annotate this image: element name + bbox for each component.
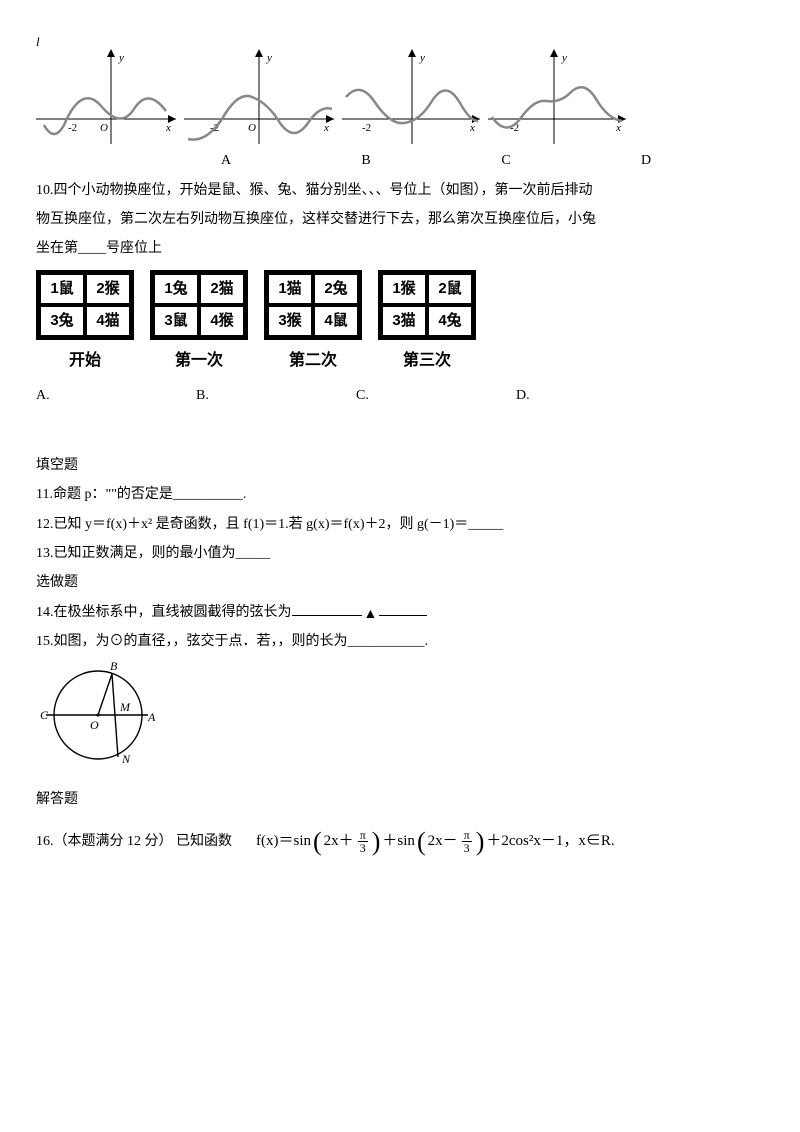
svg-text:x: x bbox=[323, 122, 329, 134]
blank bbox=[292, 602, 362, 616]
cell: 2兔 bbox=[313, 273, 359, 305]
label-a: A bbox=[147, 710, 156, 724]
graph-label-b: B bbox=[296, 146, 436, 175]
circle-diagram: B C O M A N bbox=[36, 657, 186, 767]
blank bbox=[379, 602, 427, 616]
svg-text:y: y bbox=[561, 52, 567, 64]
q10-line3: 坐在第____号座位上 bbox=[36, 234, 764, 263]
svg-text:O: O bbox=[100, 122, 108, 134]
svg-text:O: O bbox=[248, 122, 256, 134]
label-o: O bbox=[90, 718, 99, 732]
q16-formula: f(x)＝sin ( 2x＋ π3 ) ＋sin ( 2x－ π3 ) ＋2co… bbox=[256, 814, 615, 869]
grid-caption: 第二次 bbox=[264, 344, 362, 378]
q14: 14.在极坐标系中，直线被圆截得的弦长为 ▲ bbox=[36, 598, 764, 627]
num: π bbox=[358, 829, 368, 842]
label-n: N bbox=[121, 752, 131, 766]
cell: 3鼠 bbox=[153, 305, 199, 337]
graph-letters: A B C D bbox=[156, 146, 764, 175]
cell: 1兔 bbox=[153, 273, 199, 305]
lparen-icon: ( bbox=[417, 815, 426, 870]
svg-text:-2: -2 bbox=[68, 122, 77, 134]
num: π bbox=[462, 829, 472, 842]
cell: 2鼠 bbox=[427, 273, 473, 305]
svg-text:x: x bbox=[469, 122, 475, 134]
lparen-icon: ( bbox=[313, 815, 322, 870]
opt-a: A. bbox=[36, 381, 196, 410]
q13: 13.已知正数满足，则的最小值为_____ bbox=[36, 539, 764, 568]
cell: 4猴 bbox=[199, 305, 245, 337]
opt-c: C. bbox=[356, 381, 516, 410]
cell: 4兔 bbox=[427, 305, 473, 337]
seat-grids: 1鼠 2猴 3兔 4猫 开始 1兔 2猫 3鼠 4猴 第一次 1猫 2兔 3猴 … bbox=[36, 270, 764, 378]
cell: 3猫 bbox=[381, 305, 427, 337]
q10-line2: 物互换座位，第二次左右列动物互换座位，这样交替进行下去，那么第次互换座位后，小兔 bbox=[36, 205, 764, 234]
select-title: 选做题 bbox=[36, 568, 764, 597]
q12: 12.已知 y＝f(x)＋x² 是奇函数，且 f(1)＝1.若 g(x)＝f(x… bbox=[36, 510, 764, 539]
graph-label-c: C bbox=[436, 146, 576, 175]
svg-text:y: y bbox=[266, 52, 272, 64]
graph-c: y x -2 bbox=[342, 49, 480, 144]
cell: 2猴 bbox=[85, 273, 131, 305]
cell: 4猫 bbox=[85, 305, 131, 337]
q14-text: 14.在极坐标系中，直线被圆截得的弦长为 bbox=[36, 605, 292, 620]
grid-1: 1兔 2猫 3鼠 4猴 第一次 bbox=[150, 270, 248, 378]
grid-2: 1猫 2兔 3猴 4鼠 第二次 bbox=[264, 270, 362, 378]
label-b: B bbox=[110, 659, 118, 673]
grid-caption: 第三次 bbox=[378, 344, 476, 378]
label-m: M bbox=[119, 700, 131, 714]
label-c: C bbox=[40, 708, 49, 722]
cell: 3猴 bbox=[267, 305, 313, 337]
cell: 3兔 bbox=[39, 305, 85, 337]
q16-lead: 16.（本题满分 12 分） 已知函数 bbox=[36, 827, 232, 856]
fpart: 2x－ bbox=[428, 826, 458, 858]
cell: 1猫 bbox=[267, 273, 313, 305]
fpart: ＋2cos²x－1，x∈R. bbox=[486, 826, 614, 858]
cell: 1猴 bbox=[381, 273, 427, 305]
fpart: f(x)＝sin bbox=[256, 826, 311, 858]
grid-caption: 第一次 bbox=[150, 344, 248, 378]
svg-text:y: y bbox=[419, 52, 425, 64]
q15: 15.如图，为⊙的直径，，弦交于点．若，，则的长为___________. bbox=[36, 627, 764, 656]
cell: 4鼠 bbox=[313, 305, 359, 337]
graph-d: y x -2 bbox=[488, 49, 626, 144]
grid-start: 1鼠 2猴 3兔 4猫 开始 bbox=[36, 270, 134, 378]
q11: 11.命题 p：""的否定是__________. bbox=[36, 480, 764, 509]
cell: 1鼠 bbox=[39, 273, 85, 305]
svg-text:y: y bbox=[118, 52, 124, 64]
grid-3: 1猴 2鼠 3猫 4兔 第三次 bbox=[378, 270, 476, 378]
opt-d: D. bbox=[516, 381, 676, 410]
frac: π3 bbox=[462, 829, 472, 854]
svg-text:-2: -2 bbox=[362, 122, 371, 134]
graph-panels: y x O -2 y x O -2 y x -2 y x -2 bbox=[36, 49, 764, 144]
q16: 16.（本题满分 12 分） 已知函数 f(x)＝sin ( 2x＋ π3 ) … bbox=[36, 814, 764, 869]
triangle-icon: ▲ bbox=[364, 607, 378, 622]
q10-options: A. B. C. D. bbox=[36, 381, 764, 410]
svg-text:x: x bbox=[165, 122, 171, 134]
graph-b: y x O -2 bbox=[184, 49, 334, 144]
fpart: ＋sin bbox=[382, 826, 415, 858]
rparen-icon: ) bbox=[372, 815, 381, 870]
answer-title: 解答题 bbox=[36, 785, 764, 814]
den: 3 bbox=[358, 842, 368, 854]
fpart: 2x＋ bbox=[324, 826, 354, 858]
frac: π3 bbox=[358, 829, 368, 854]
grid-caption: 开始 bbox=[36, 344, 134, 378]
cell: 2猫 bbox=[199, 273, 245, 305]
graph-a: y x O -2 bbox=[36, 49, 176, 144]
rparen-icon: ) bbox=[476, 815, 485, 870]
opt-b: B. bbox=[196, 381, 356, 410]
graph-label-d: D bbox=[576, 146, 716, 175]
fill-title: 填空题 bbox=[36, 451, 764, 480]
q10-line1: 10.四个小动物换座位，开始是鼠、猴、兔、猫分别坐、、、号位上（如图），第一次前… bbox=[36, 176, 764, 205]
den: 3 bbox=[462, 842, 472, 854]
graph-label-a: A bbox=[156, 146, 296, 175]
svg-text:x: x bbox=[615, 122, 621, 134]
